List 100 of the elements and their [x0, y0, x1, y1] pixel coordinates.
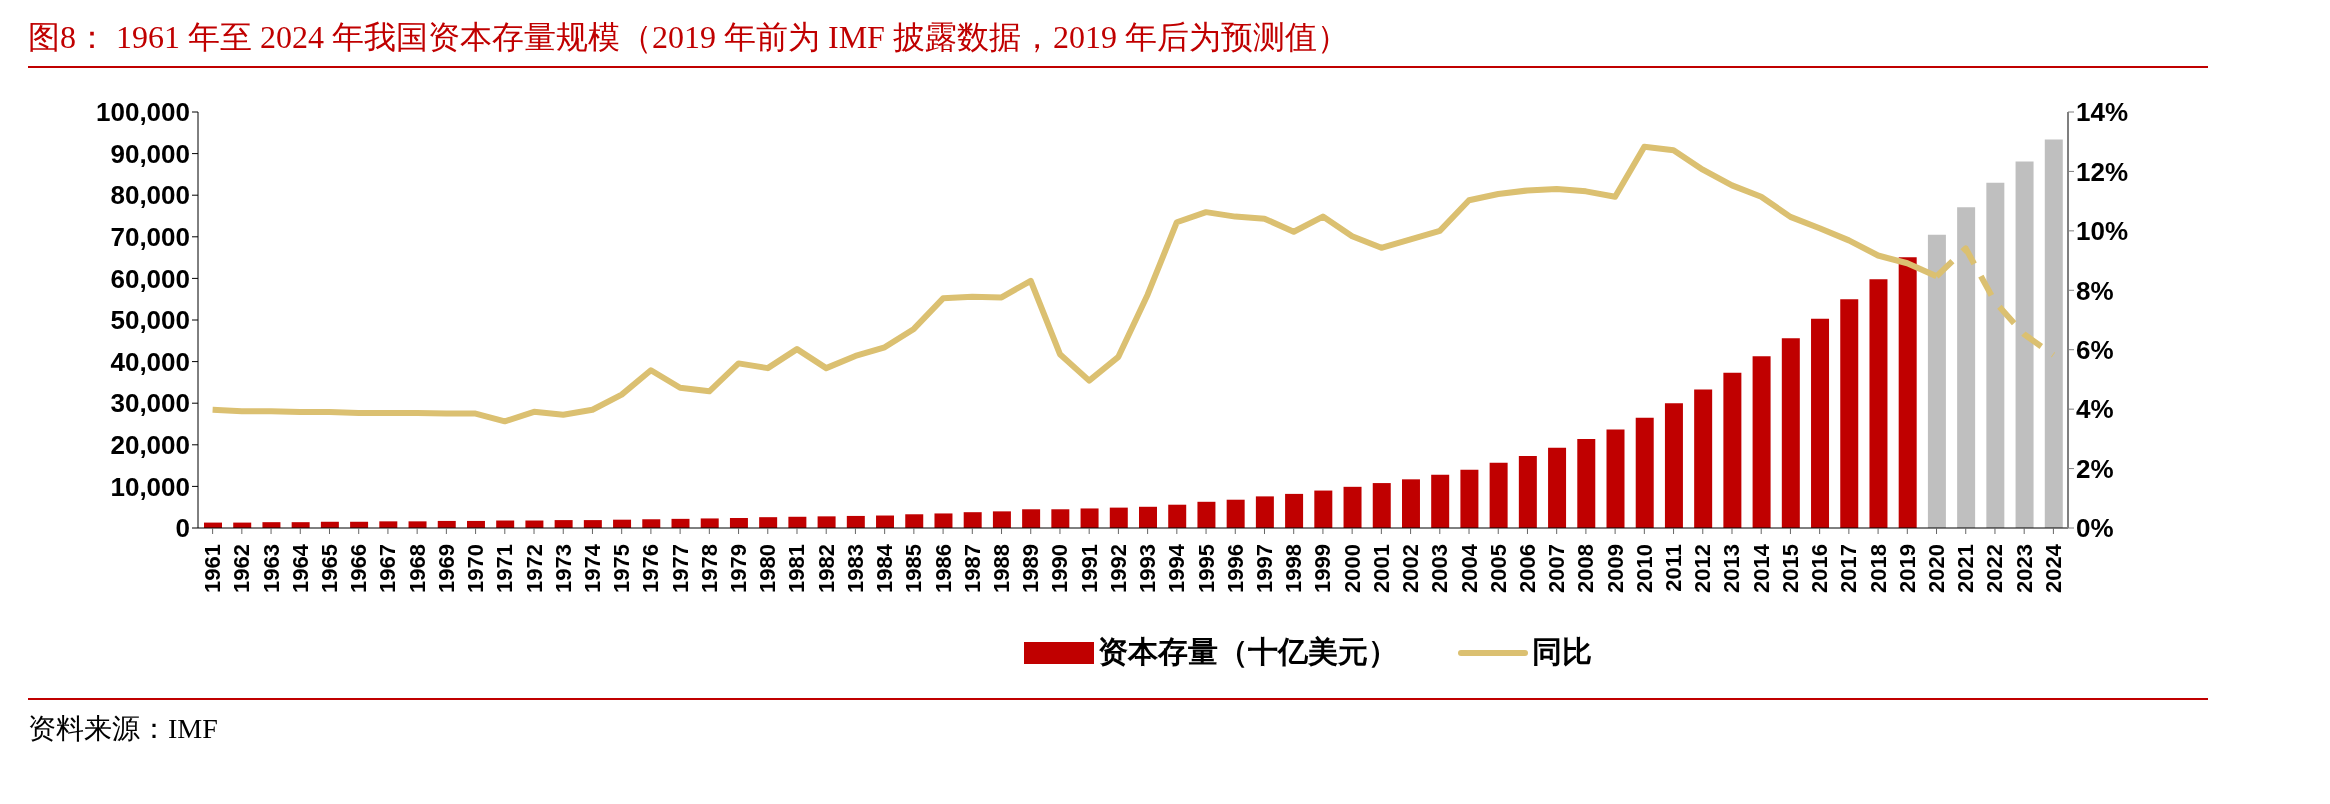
bar	[1577, 438, 1596, 528]
bar	[642, 519, 661, 528]
y-tick-label: 70,000	[110, 222, 190, 253]
bar	[1752, 356, 1771, 528]
bar	[1606, 429, 1625, 528]
bar	[1898, 257, 1917, 528]
x-tick-label: 1994	[1164, 543, 1190, 593]
x-tick-label: 2007	[1544, 544, 1570, 593]
x-tick-label: 1984	[872, 543, 898, 593]
x-tick-label: 2016	[1807, 544, 1833, 593]
bar	[1226, 499, 1245, 528]
x-tick-label: 2020	[1924, 544, 1950, 593]
bar	[1489, 462, 1508, 528]
x-tick-label: 1986	[930, 544, 956, 593]
bar	[1518, 456, 1537, 528]
y2-tick-label: 2%	[2076, 453, 2114, 484]
bar	[963, 512, 982, 528]
bar	[2044, 139, 2063, 528]
x-tick-label: 1963	[258, 544, 284, 593]
legend-label: 资本存量（十亿美元）	[1098, 634, 1398, 670]
x-tick-label: 2024	[2040, 543, 2066, 593]
x-tick-label: 2014	[1748, 543, 1774, 593]
x-tick-label: 1998	[1281, 544, 1307, 593]
x-tick-label: 1981	[784, 544, 810, 593]
x-tick-label: 2011	[1661, 544, 1687, 592]
x-tick-label: 1975	[609, 544, 635, 593]
x-tick-label: 2015	[1777, 544, 1803, 593]
x-tick-label: 1993	[1135, 544, 1161, 593]
x-tick-label: 1992	[1105, 544, 1131, 593]
y2-tick-label: 6%	[2076, 334, 2114, 365]
bar	[1314, 490, 1333, 528]
x-tick-label: 2009	[1602, 544, 1628, 593]
x-tick-label: 1977	[667, 544, 693, 593]
x-tick-label: 1970	[463, 544, 489, 593]
y-tick-label: 50,000	[110, 305, 190, 336]
x-tick-label: 1999	[1310, 544, 1336, 593]
x-tick-label: 1991	[1076, 544, 1102, 593]
y-tick-label: 90,000	[110, 138, 190, 169]
y-tick-label: 80,000	[110, 180, 190, 211]
x-tick-label: 1995	[1193, 544, 1219, 593]
x-tick-label: 2003	[1427, 544, 1453, 593]
x-tick-label: 1964	[287, 543, 313, 593]
x-tick-label: 2022	[1982, 544, 2008, 593]
x-tick-label: 1972	[521, 544, 547, 593]
x-tick-label: 2004	[1456, 543, 1482, 593]
y2-tick-label: 10%	[2076, 216, 2129, 247]
x-tick-label: 2010	[1631, 544, 1657, 593]
y-tick-label: 60,000	[110, 263, 190, 294]
x-tick-label: 1967	[375, 544, 401, 593]
x-tick-label: 2013	[1719, 544, 1745, 593]
bar	[1781, 338, 1800, 528]
x-tick-label: 1989	[1018, 544, 1044, 593]
bar	[1986, 182, 2005, 528]
x-tick-label: 2001	[1368, 544, 1394, 593]
bar	[934, 513, 953, 528]
x-tick-label: 1965	[316, 544, 342, 593]
bar	[2015, 161, 2034, 528]
bar	[1255, 496, 1274, 528]
bar	[1723, 372, 1742, 528]
bar	[1927, 234, 1946, 528]
x-tick-label: 1973	[550, 544, 576, 593]
y2-tick-label: 8%	[2076, 275, 2114, 306]
x-tick-label: 1961	[200, 544, 226, 593]
y-tick-label: 20,000	[110, 430, 190, 461]
x-tick-label: 1968	[404, 544, 430, 593]
x-tick-label: 1985	[901, 544, 927, 593]
x-tick-label: 1997	[1251, 544, 1277, 593]
chart-title: 图8： 1961 年至 2024 年我国资本存量规模（2019 年前为 IMF 披露数据，2019 年后为预测值）	[27, 18, 1350, 57]
bar	[1139, 506, 1157, 528]
bar	[1168, 504, 1187, 528]
x-tick-label: 1980	[755, 544, 781, 593]
bar	[1109, 507, 1128, 528]
y2-tick-label: 14%	[2076, 97, 2129, 128]
bar	[1080, 508, 1099, 528]
x-tick-label: 2002	[1398, 544, 1424, 593]
bar	[408, 521, 427, 528]
x-tick-label: 2021	[1953, 544, 1979, 593]
bar	[1664, 403, 1683, 528]
bar	[759, 517, 778, 528]
bar	[992, 511, 1011, 528]
x-tick-label: 1990	[1047, 544, 1073, 593]
bar	[817, 516, 836, 528]
bar	[1197, 501, 1216, 528]
bar	[1051, 509, 1070, 528]
x-tick-label: 1969	[433, 544, 459, 593]
bar	[1548, 447, 1567, 528]
bar	[1635, 417, 1654, 528]
x-tick-label: 2012	[1690, 544, 1716, 593]
y-tick-label: 40,000	[110, 346, 190, 377]
bar	[905, 514, 924, 528]
x-tick-label: 1988	[989, 544, 1015, 593]
x-tick-label: 1966	[346, 544, 372, 593]
x-tick-label: 1976	[638, 544, 664, 593]
bar	[1022, 509, 1041, 528]
bar	[1840, 299, 1859, 528]
x-tick-label: 2005	[1485, 544, 1511, 593]
x-tick-label: 2019	[1894, 544, 1920, 593]
x-tick-label: 2018	[1865, 544, 1891, 593]
x-tick-label: 1983	[842, 544, 868, 593]
bar	[1285, 493, 1304, 528]
